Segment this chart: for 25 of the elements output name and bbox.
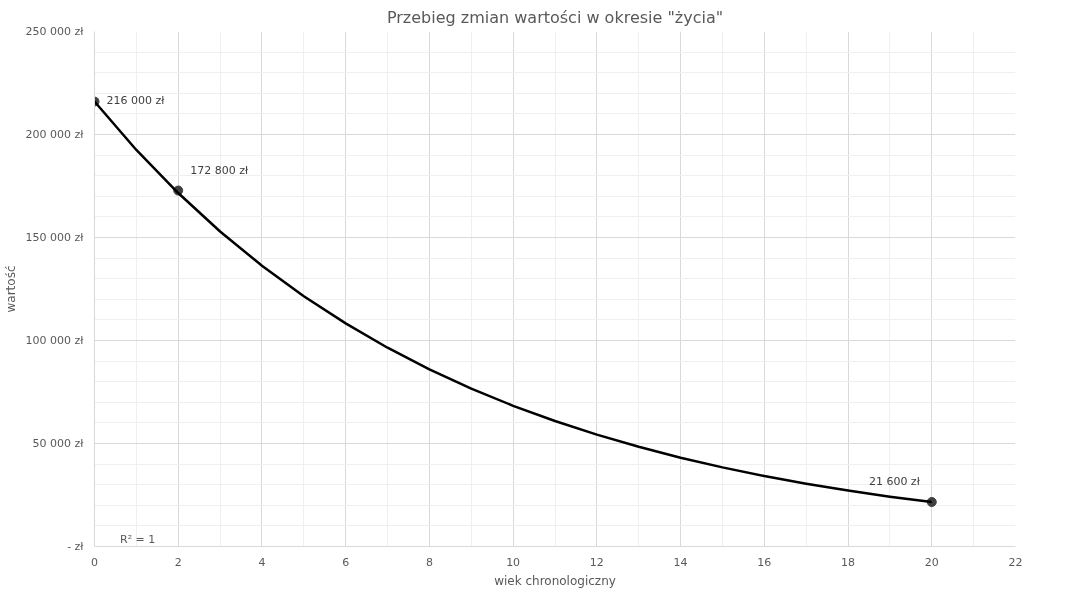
chart-title: Przebieg zmian wartości w okresie "życia" (386, 7, 724, 27)
data-label: 21 600 zł (868, 475, 921, 488)
y-tick-label: 150 000 zł (25, 231, 85, 244)
x-tick-label: 14 (673, 555, 688, 569)
annotation: R² = 1 (120, 533, 156, 547)
x-tick-label: 10 (506, 555, 521, 569)
y-tick-label: 250 000 zł (25, 25, 85, 38)
x-tick-label: 2 (174, 555, 182, 569)
x-tick-label: 6 (342, 555, 350, 569)
x-tick-label: 22 (1008, 555, 1023, 569)
data-label: 172 800 zł (190, 163, 249, 177)
x-tick-label: 8 (425, 555, 433, 569)
x-tick-label: 18 (841, 555, 856, 569)
x-tick-label: 0 (91, 555, 98, 569)
y-tick-label: 50 000 zł (32, 437, 85, 450)
y-axis-title: wartość (3, 265, 18, 313)
x-axis-title: wiek chronologiczny (494, 573, 616, 588)
x-tick-label: 20 (924, 555, 939, 569)
x-tick-label: 12 (589, 555, 604, 569)
y-tick-label: - zł (67, 540, 85, 553)
x-tick-label: 4 (258, 555, 266, 569)
x-tick-label: 16 (757, 555, 772, 569)
y-tick-label: 200 000 zł (25, 128, 85, 141)
data-label: 216 000 zł (106, 93, 166, 107)
y-tick-label: 100 000 zł (25, 334, 85, 347)
